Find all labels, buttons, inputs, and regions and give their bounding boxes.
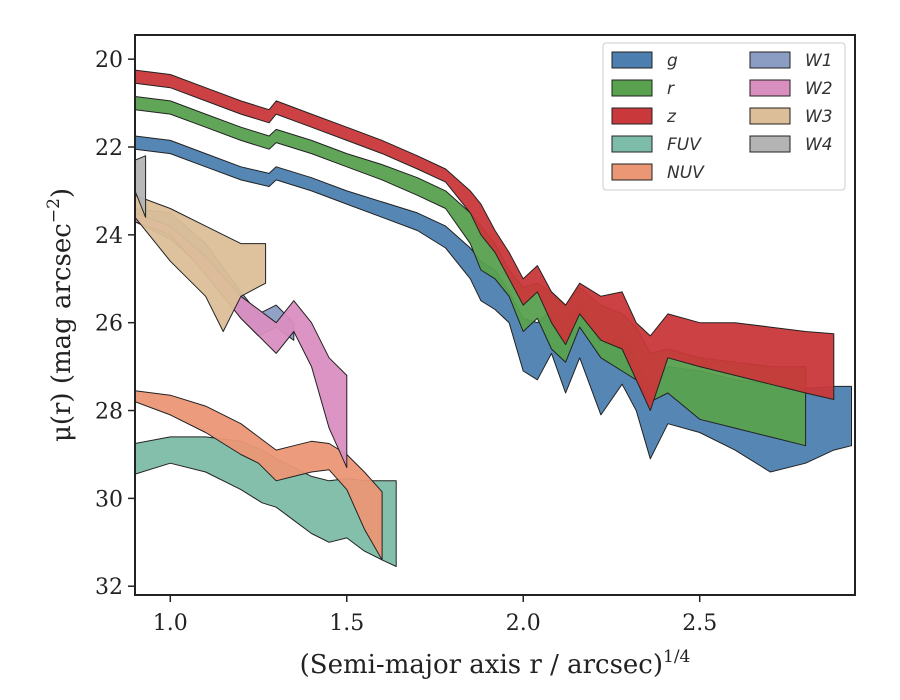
legend-swatch-z (611, 107, 653, 125)
band-w4 (135, 155, 147, 218)
legend-label-w1: W1 (805, 51, 833, 71)
x-axis-label: (Semi-major axis r / arcsec)1/4 (300, 647, 691, 680)
legend-swatch-g (611, 51, 653, 69)
y-axis: 20 22 24 26 28 30 32 (95, 48, 135, 600)
band-w3 (135, 194, 267, 332)
band-z (135, 69, 835, 411)
legend-label-r: r (667, 79, 675, 99)
legend-label-w2: W2 (805, 79, 833, 99)
y-tick-label: 24 (95, 224, 123, 249)
x-axis-label-superscript: 1/4 (663, 647, 690, 667)
legend-swatch-w2 (749, 79, 791, 97)
legend-swatch-fuv (611, 135, 653, 153)
plot-frame (134, 34, 856, 596)
legend-label-g: g (667, 51, 678, 71)
x-axis-label-main: (Semi-major axis r / arcsec) (300, 650, 663, 680)
legend-label-w4: W4 (805, 135, 833, 155)
legend-swatch-w3 (749, 107, 791, 125)
legend-swatch-r (611, 79, 653, 97)
y-tick-label: 30 (95, 487, 123, 512)
x-tick-label: 1.5 (329, 611, 364, 636)
y-axis-label-main: μ(r) (mag arcsec (47, 223, 77, 442)
y-axis-label: μ(r) (mag arcsec−2) (44, 188, 77, 442)
x-tick-label: 2.0 (506, 611, 541, 636)
legend-label-w3: W3 (805, 107, 833, 127)
data-bands (135, 69, 852, 567)
y-axis-label-tail: ) (47, 188, 77, 198)
legend: grz FUV NUV W1 W2 W3 W4 (602, 42, 846, 191)
legend-swatch-w4 (749, 135, 791, 153)
y-tick-label: 32 (95, 575, 123, 600)
y-tick-label: 26 (95, 312, 123, 337)
legend-swatch-nuv (611, 163, 653, 181)
y-tick-label: 22 (95, 136, 123, 161)
band-nuv (135, 390, 383, 561)
y-axis-label-superscript: −2 (44, 198, 64, 223)
x-axis: 1.0 1.5 2.0 2.5 (153, 595, 717, 636)
y-tick-label: 20 (95, 48, 123, 73)
x-tick-label: 2.5 (682, 611, 717, 636)
y-tick-label: 28 (95, 400, 123, 425)
legend-swatch-w1 (749, 51, 791, 69)
legend-label-fuv: FUV (667, 135, 702, 155)
x-tick-label: 1.0 (153, 611, 188, 636)
legend-label-nuv: NUV (667, 163, 705, 183)
legend-label-z: z (666, 107, 677, 127)
